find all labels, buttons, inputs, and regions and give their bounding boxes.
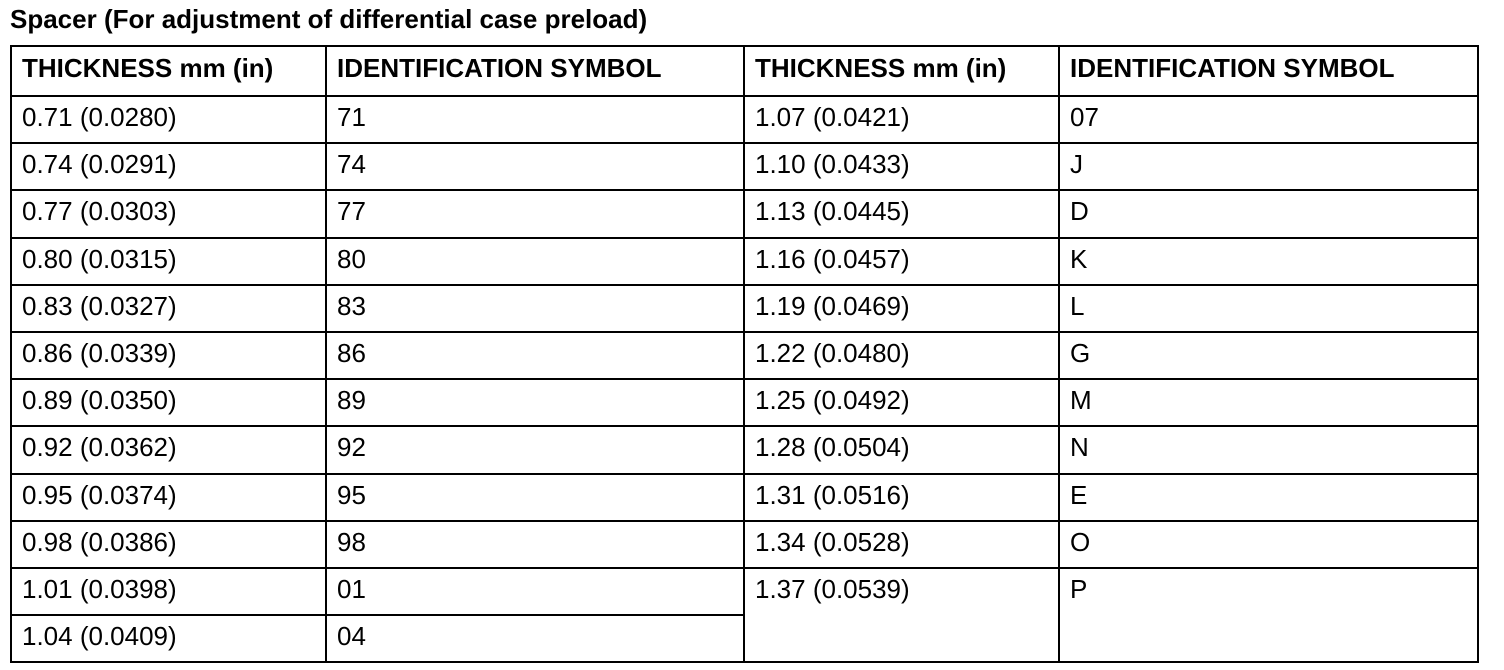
thickness-cell: 1.31 (0.0516) xyxy=(743,472,1060,522)
thickness-cell: 1.16 (0.0457) xyxy=(743,236,1060,286)
symbol-cell: P xyxy=(1058,566,1479,664)
symbol-cell: 80 xyxy=(325,236,745,286)
thickness-cell: 0.83 (0.0327) xyxy=(10,283,327,333)
table-row: 0.77 (0.0303) 77 1.13 (0.0445) D xyxy=(10,189,1479,239)
thickness-cell: 1.04 (0.0409) xyxy=(10,614,327,664)
table-row: 1.01 (0.0398) 01 1.37 (0.0539) P xyxy=(10,566,1479,664)
column-header: THICKNESS mm (in) xyxy=(10,45,327,97)
thickness-cell: 0.71 (0.0280) xyxy=(10,94,327,145)
table-row: 0.89 (0.0350) 89 1.25 (0.0492) M xyxy=(10,378,1479,428)
header-row: THICKNESS mm (in) IDENTIFICATION SYMBOL TH… xyxy=(10,45,1479,97)
table-row: 1.04 (0.0409) 04 xyxy=(10,614,1478,664)
thickness-cell: 0.74 (0.0291) xyxy=(10,142,327,192)
symbol-cell: M xyxy=(1058,378,1479,428)
table-row: 0.95 (0.0374) 95 1.31 (0.0516) E xyxy=(10,472,1479,522)
symbol-cell: G xyxy=(1058,330,1479,381)
thickness-cell: 1.01 (0.0398) xyxy=(10,566,327,617)
column-header: IDENTIFICATION SYMBOL xyxy=(1058,45,1479,97)
table-row: 0.71 (0.0280) 71 1.07 (0.0421) 07 xyxy=(10,94,1479,145)
thickness-cell: 1.13 (0.0445) xyxy=(743,189,1060,239)
symbol-cell: O xyxy=(1058,519,1479,569)
thickness-cell: 1.25 (0.0492) xyxy=(743,378,1060,428)
symbol-cell: K xyxy=(1058,236,1479,286)
thickness-cell: 1.37 (0.0539) xyxy=(743,566,1060,664)
thickness-cell: 0.95 (0.0374) xyxy=(10,472,327,522)
table-row: 0.74 (0.0291) 74 1.10 (0.0433) J xyxy=(10,142,1479,192)
column-header: THICKNESS mm (in) xyxy=(743,45,1060,97)
symbol-cell: 04 xyxy=(325,614,745,664)
thickness-cell: 1.19 (0.0469) xyxy=(743,283,1060,333)
symbol-cell: L xyxy=(1058,283,1479,333)
symbol-cell: 89 xyxy=(325,378,745,428)
symbol-cell: 98 xyxy=(325,519,745,569)
symbol-cell: 86 xyxy=(325,330,745,381)
thickness-cell: 1.22 (0.0480) xyxy=(743,330,1060,381)
symbol-cell: 92 xyxy=(325,425,745,475)
thickness-cell: 1.10 (0.0433) xyxy=(743,142,1060,192)
spacer-table: THICKNESS mm (in) IDENTIFICATION SYMBOL TH… xyxy=(10,45,1479,664)
symbol-cell: D xyxy=(1058,189,1479,239)
thickness-cell: 1.07 (0.0421) xyxy=(743,94,1060,145)
table-row: 0.80 (0.0315) 80 1.16 (0.0457) K xyxy=(10,236,1479,286)
thickness-cell: 1.28 (0.0504) xyxy=(743,425,1060,475)
thickness-cell: 1.34 (0.0528) xyxy=(743,519,1060,569)
symbol-cell: E xyxy=(1058,472,1479,522)
thickness-cell: 0.98 (0.0386) xyxy=(10,519,327,569)
thickness-cell: 0.89 (0.0350) xyxy=(10,378,327,428)
table-row: 0.83 (0.0327) 83 1.19 (0.0469) L xyxy=(10,283,1479,333)
symbol-cell: 95 xyxy=(325,472,745,522)
title: Spacer (For adjustment of differential c… xyxy=(10,4,648,34)
symbol-cell: 01 xyxy=(325,566,745,617)
symbol-cell: 71 xyxy=(325,94,745,145)
thickness-cell: 0.80 (0.0315) xyxy=(10,236,327,286)
table-row: 0.92 (0.0362) 92 1.28 (0.0504) N xyxy=(10,425,1479,475)
symbol-cell: 07 xyxy=(1058,94,1479,145)
symbol-cell: J xyxy=(1058,142,1479,192)
symbol-cell: 74 xyxy=(325,142,745,192)
thickness-cell: 0.86 (0.0339) xyxy=(10,330,327,381)
thickness-cell: 0.77 (0.0303) xyxy=(10,189,327,239)
symbol-cell: 83 xyxy=(325,283,745,333)
symbol-cell: 77 xyxy=(325,189,745,239)
table-row: 0.86 (0.0339) 86 1.22 (0.0480) G xyxy=(10,330,1479,381)
symbol-cell: N xyxy=(1058,425,1479,475)
column-header: IDENTIFICATION SYMBOL xyxy=(325,45,745,97)
table-row: 0.98 (0.0386) 98 1.34 (0.0528) O xyxy=(10,519,1479,569)
thickness-cell: 0.92 (0.0362) xyxy=(10,425,327,475)
